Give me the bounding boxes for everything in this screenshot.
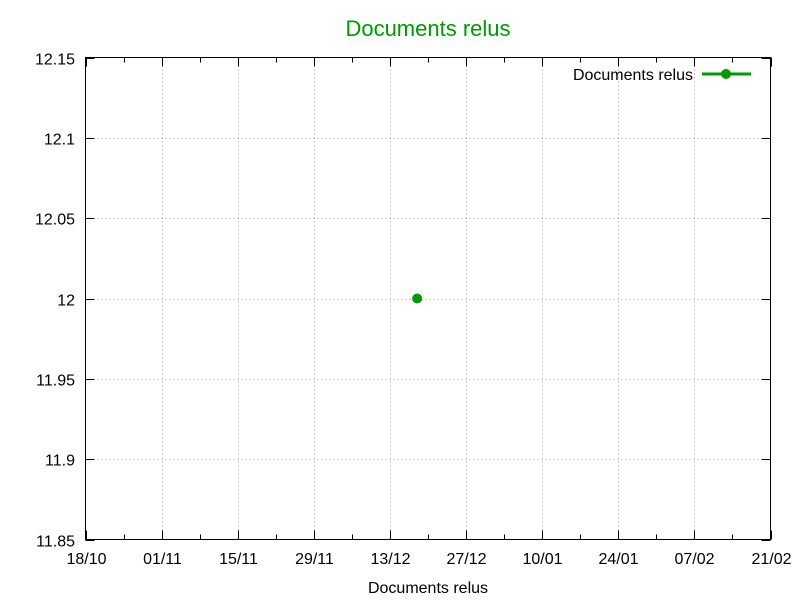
axis-ticks [85,57,772,541]
data-point [412,293,423,304]
y-tick-label: 12.1 [44,132,75,149]
legend: Documents relus [573,67,751,84]
x-tick-label: 01/11 [143,551,182,568]
y-tick-label: 12 [57,293,75,310]
legend-marker-swatch [721,69,731,79]
x-axis-label: Documents relus [368,580,488,597]
y-tick-label: 12.15 [35,52,75,69]
x-tick-label: 07/02 [674,551,714,568]
y-tick-label: 12.05 [35,212,75,229]
x-tick-label: 15/11 [219,551,258,568]
x-tick-label: 13/12 [370,551,410,568]
x-tick-label: 21/02 [751,551,791,568]
x-tick-label: 29/11 [295,551,334,568]
x-tick-label: 24/01 [598,551,638,568]
y-tick-label: 11.9 [45,453,75,470]
legend-label: Documents relus [573,67,693,84]
x-tick-label: 10/01 [522,551,562,568]
y-axis-tick-labels: 11.85 11.9 11.95 12 12.05 12.1 12.15 [35,52,75,551]
y-tick-label: 11.85 [36,534,75,551]
x-tick-label: 27/12 [446,551,486,568]
x-axis-tick-labels: 18/10 01/11 15/11 29/11 13/12 27/12 10/01 24/01… [66,551,791,568]
chart-title: Documents relus [345,16,510,41]
x-tick-label: 18/10 [66,551,106,568]
plot-area-frame [85,57,771,540]
y-tick-label: 11.95 [36,373,75,390]
series-documents-relus [412,293,423,304]
grid-lines [85,57,771,540]
